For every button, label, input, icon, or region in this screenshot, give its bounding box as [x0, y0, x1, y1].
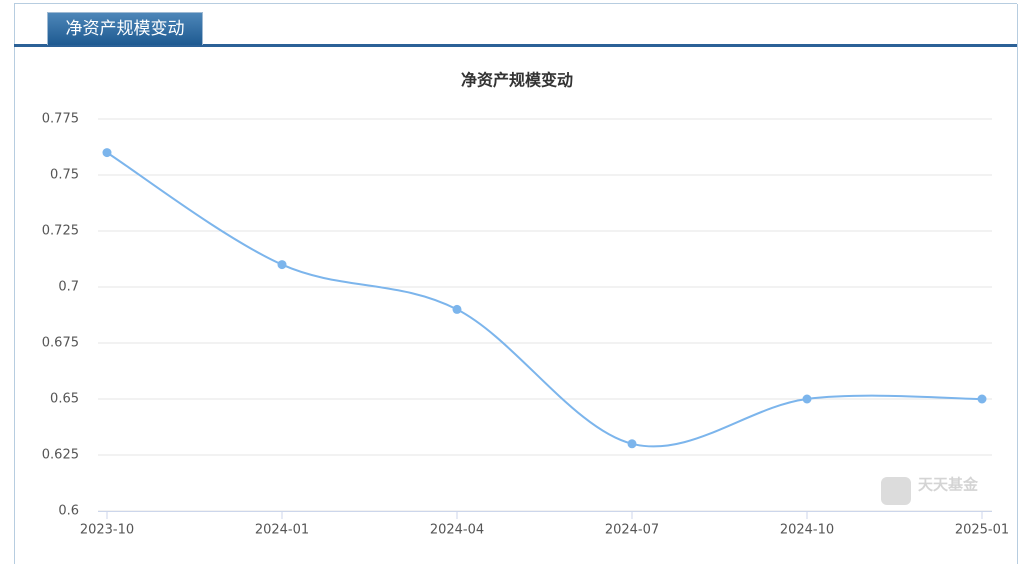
panel	[14, 4, 1018, 564]
point	[277, 260, 287, 270]
y-tick-label: 0.725	[42, 224, 79, 239]
y-tick-label: 0.775	[42, 112, 79, 127]
point	[977, 394, 987, 404]
x-tick-label: 2025-01	[955, 523, 1009, 538]
y-tick-label: 0.75	[50, 168, 79, 183]
y-tick-label: 0.625	[42, 448, 79, 463]
x-tick-label: 2024-04	[430, 523, 484, 538]
x-tick-label: 2023-10	[80, 523, 134, 538]
y-tick-label: 0.65	[50, 392, 79, 407]
x-tick-label: 2024-01	[255, 523, 309, 538]
point	[102, 148, 112, 158]
watermark-icon	[881, 477, 911, 505]
point	[627, 439, 637, 449]
tab[interactable]: 净资产规模变动	[47, 12, 203, 45]
x-tick-label: 2024-10	[780, 523, 834, 538]
chart-title: 净资产规模变动	[461, 71, 573, 90]
watermark: 天天基金	[918, 476, 979, 494]
y-tick-label: 0.675	[42, 336, 79, 351]
x-tick-label: 2024-07	[605, 523, 659, 538]
top-border	[14, 3, 1017, 4]
point	[802, 394, 812, 404]
point	[452, 304, 462, 314]
line	[106, 151, 983, 448]
y-tick-label: 0.6	[58, 504, 79, 519]
y-tick-label: 0.7	[58, 280, 79, 295]
tab-bar	[14, 44, 1017, 47]
